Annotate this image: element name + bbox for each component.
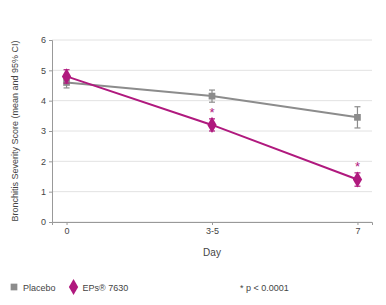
y-tick-label: 6 (41, 35, 46, 45)
error-bar-line (209, 89, 215, 90)
x-tick-mark (67, 222, 68, 225)
grid-line (52, 161, 372, 162)
marker (354, 114, 361, 121)
y-tick-mark (49, 131, 52, 132)
marker (353, 171, 362, 187)
grid-line (52, 191, 372, 192)
error-bar-line (354, 127, 360, 128)
annotation: * (355, 159, 360, 174)
y-tick: 3 (41, 126, 52, 136)
error-bar-line (209, 102, 215, 103)
y-tick: 2 (41, 157, 52, 167)
x-tick-mark (212, 222, 213, 225)
y-axis-title: Bronchitis Severity Score (mean and 95% … (10, 40, 20, 221)
x-axis: 0 3-5 7 (53, 222, 373, 236)
legend-label: EPs® 7630 (83, 283, 129, 293)
x-axis-line (53, 223, 373, 226)
legend: Placebo EPs® 7630 * p < 0.0001 (11, 279, 289, 295)
y-tick-mark (49, 192, 52, 193)
x-tick: 0 (65, 222, 70, 236)
error-bar-line (354, 106, 360, 107)
x-tick-label: 3-5 (206, 226, 219, 236)
grid (52, 40, 372, 222)
y-tick-mark (49, 222, 52, 223)
x-tick-mark (357, 222, 358, 225)
grid-line (52, 40, 372, 41)
grid-line (52, 70, 372, 71)
annotation: * (209, 105, 214, 120)
x-tick: 3-5 (206, 222, 219, 236)
error-bar-line (64, 87, 70, 88)
y-tick-label: 0 (41, 217, 46, 227)
y-tick-mark (49, 161, 52, 162)
x-axis-title: Day (203, 247, 221, 258)
y-tick-label: 4 (41, 96, 46, 106)
y-tick: 6 (41, 35, 52, 45)
y-tick: 5 (41, 66, 52, 76)
chart: 0 1 2 3 4 5 6 0 3-5 7 Day Bronchitis Severity Score… (0, 0, 386, 305)
error-bar (209, 90, 215, 102)
y-axis: 0 1 2 3 4 5 6 (41, 35, 53, 227)
series-line (67, 76, 358, 179)
marker (62, 68, 71, 84)
y-tick: 1 (41, 187, 52, 197)
y-tick-mark (49, 101, 52, 102)
y-tick-label: 3 (41, 126, 46, 136)
y-tick: 0 (41, 217, 52, 227)
legend-label: Placebo (23, 283, 56, 293)
y-tick-mark (49, 40, 52, 41)
x-tick-label: 0 (65, 226, 70, 236)
x-tick: 7 (355, 222, 360, 236)
y-tick-label: 5 (41, 66, 46, 76)
y-tick-label: 2 (41, 157, 46, 167)
marker (209, 93, 216, 100)
legend-symbol (11, 284, 18, 291)
legend-symbol (69, 279, 78, 295)
plot-area (62, 68, 362, 187)
x-tick-label: 7 (355, 226, 360, 236)
y-tick-mark (49, 70, 52, 71)
y-axis-line (49, 41, 53, 223)
legend-note: * p < 0.0001 (240, 283, 289, 293)
error-bar (354, 107, 360, 128)
y-tick: 4 (41, 96, 52, 106)
y-tick-label: 1 (41, 187, 46, 197)
